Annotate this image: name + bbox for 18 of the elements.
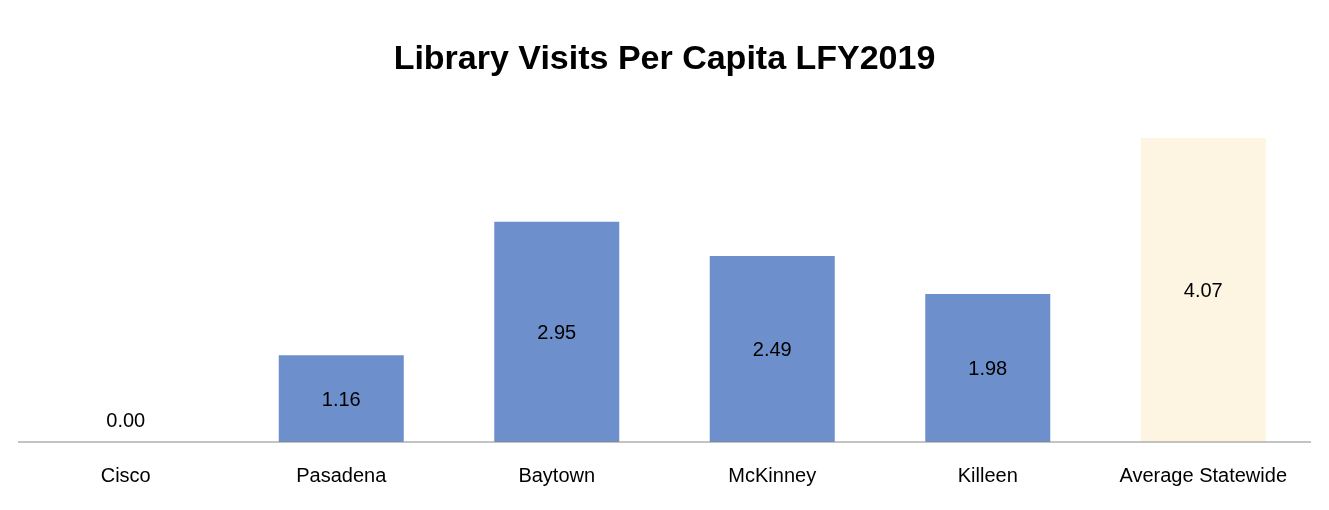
bar <box>925 294 1051 442</box>
bar <box>1140 138 1266 442</box>
data-label: 2.95 <box>537 320 577 343</box>
bar <box>494 221 620 442</box>
data-label: 1.16 <box>321 387 361 410</box>
chart-title: Library Visits Per Capita LFY2019 <box>392 37 937 78</box>
x-tick-label: Killeen <box>957 464 1018 487</box>
bar <box>278 355 404 442</box>
x-tick-label: Average Statewide <box>1119 464 1288 487</box>
data-label: 0.00 <box>106 409 146 431</box>
x-tick-label: Cisco <box>100 464 151 487</box>
data-label: 1.98 <box>968 357 1008 380</box>
bar <box>709 256 835 442</box>
x-tick-label: Baytown <box>518 464 596 487</box>
x-tick-label: McKinney <box>728 464 817 487</box>
data-label: 4.07 <box>1183 279 1223 301</box>
x-tick-label: Pasadena <box>296 464 388 487</box>
data-label: 2.49 <box>752 338 792 361</box>
